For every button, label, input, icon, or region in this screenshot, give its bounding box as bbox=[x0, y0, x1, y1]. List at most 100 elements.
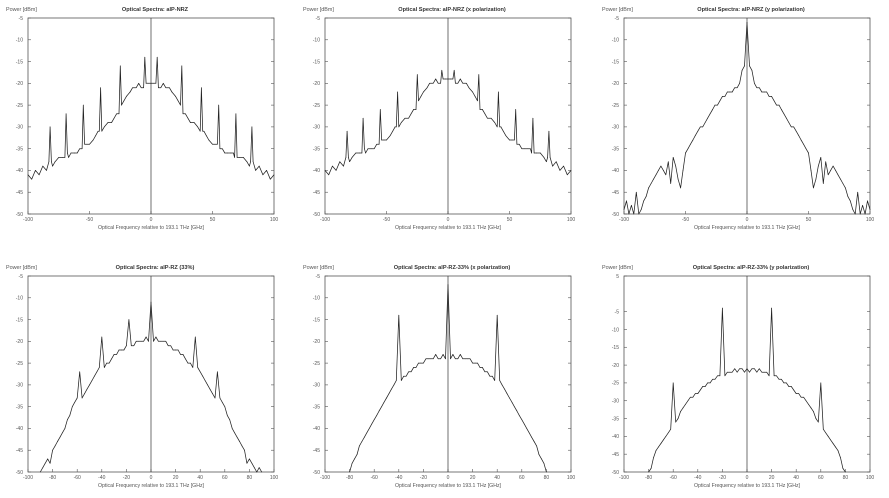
spectrum-data-point bbox=[484, 113, 486, 115]
spectrum-data-point bbox=[835, 170, 836, 171]
spectrum-data-point bbox=[230, 152, 232, 154]
spectrum-data-point bbox=[64, 157, 66, 158]
spectrum-data-point bbox=[699, 126, 701, 128]
spectrum-data-point bbox=[731, 91, 733, 93]
spectrum-data-point bbox=[332, 165, 333, 167]
spectrum-data-point bbox=[405, 375, 407, 377]
spectrum-data-point bbox=[67, 152, 68, 154]
spectrum-data-point bbox=[793, 126, 795, 128]
x-tick-label: -100 bbox=[320, 217, 330, 223]
spectrum-data-point bbox=[82, 104, 84, 106]
y-tick-label: -25 bbox=[612, 381, 619, 387]
spectrum-data-point bbox=[190, 362, 191, 364]
chart-title: Optical Spectra: alP-RZ-33% (x polarizat… bbox=[394, 265, 511, 271]
spectrum-data-point bbox=[783, 382, 785, 384]
spectrum-data-point bbox=[39, 471, 41, 473]
spectrum-chart-5: Power [dBm] Optical Spectra: alP-RZ-33% (… bbox=[303, 265, 575, 489]
spectrum-data-point bbox=[118, 349, 120, 351]
spectrum-data-point bbox=[502, 130, 504, 132]
spectrum-chart-6: Power [dBm] Optical Spectra: alP-RZ-33% (… bbox=[602, 265, 874, 489]
spectrum-data-point bbox=[548, 130, 550, 132]
spectrum-data-point bbox=[667, 161, 669, 163]
spectrum-data-point bbox=[49, 462, 51, 464]
y-tick-label: -20 bbox=[313, 81, 320, 87]
spectrum-data-point bbox=[365, 152, 366, 154]
spectrum-data-point bbox=[504, 388, 505, 390]
spectrum-data-point bbox=[712, 378, 713, 380]
spectrum-data-point bbox=[132, 87, 133, 89]
spectrum-data-point bbox=[381, 406, 382, 408]
spectrum-data-point bbox=[746, 22, 748, 23]
spectrum-data-point bbox=[46, 170, 47, 171]
y-tick-label: -20 bbox=[313, 339, 320, 345]
x-tick-label: 20 bbox=[173, 475, 179, 481]
spectrum-data-point bbox=[692, 139, 694, 141]
spectrum-data-point bbox=[707, 382, 708, 384]
spectrum-data-point bbox=[655, 450, 657, 451]
spectrum-data-point bbox=[38, 174, 40, 176]
spectrum-data-point bbox=[840, 457, 841, 459]
spectrum-data-point bbox=[719, 375, 721, 377]
y-axis-label: Power [dBm] bbox=[6, 7, 37, 13]
spectrum-data-point bbox=[817, 165, 819, 167]
spectrum-data-point bbox=[810, 407, 812, 409]
spectrum-data-point bbox=[530, 148, 531, 150]
chart-title: Optical Spectra: alP-NRZ bbox=[122, 7, 189, 13]
spectrum-data-point bbox=[224, 152, 226, 154]
spectrum-data-point bbox=[116, 354, 117, 355]
spectrum-data-point bbox=[511, 401, 513, 403]
spectrum-data-point bbox=[192, 367, 194, 368]
spectrum-data-point bbox=[694, 135, 696, 136]
spectrum-data-point bbox=[145, 82, 147, 84]
chart-panel-5: Power [dBm] Optical Spectra: alP-RZ-33% (… bbox=[301, 262, 583, 498]
spectrum-data-point bbox=[474, 362, 476, 364]
x-tick-label: -100 bbox=[320, 475, 330, 481]
spectrum-data-point bbox=[383, 401, 385, 403]
spectrum-data-point bbox=[697, 393, 699, 394]
spectrum-data-point bbox=[92, 139, 94, 141]
spectrum-data-point bbox=[335, 170, 337, 171]
spectrum-data-point bbox=[754, 82, 755, 84]
spectrum-data-point bbox=[722, 307, 723, 309]
spectrum-data-point bbox=[111, 358, 112, 360]
spectrum-data-point bbox=[704, 122, 706, 123]
y-tick-label: -50 bbox=[612, 470, 619, 476]
spectrum-data-point bbox=[783, 113, 785, 115]
x-axis-label: Optical Frequency relative to 193.1 THz … bbox=[98, 483, 205, 489]
spectrum-data-point bbox=[413, 367, 414, 368]
y-tick-label: -15 bbox=[313, 59, 320, 65]
spectrum-data-point bbox=[160, 340, 162, 342]
spectrum-data-point bbox=[650, 183, 652, 184]
y-tick-label: -40 bbox=[16, 168, 23, 174]
y-tick-label: -50 bbox=[313, 470, 320, 476]
spectrum-data-point bbox=[500, 126, 502, 128]
spectrum-data-point bbox=[57, 441, 58, 442]
spectrum-data-point bbox=[249, 165, 250, 167]
spectrum-data-point bbox=[452, 354, 454, 355]
spectrum-data-point bbox=[648, 187, 649, 189]
spectrum-data-point bbox=[52, 165, 53, 167]
y-axis-label: Power [dBm] bbox=[303, 7, 334, 13]
spectrum-data-point bbox=[204, 380, 206, 381]
x-tick-label: 40 bbox=[494, 475, 500, 481]
y-tick-label: -35 bbox=[612, 146, 619, 152]
spectrum-data-point bbox=[234, 157, 235, 158]
spectrum-data-point bbox=[145, 336, 147, 338]
spectrum-data-point bbox=[59, 436, 61, 438]
x-tick-label: -80 bbox=[645, 475, 652, 481]
spectrum-data-point bbox=[123, 100, 125, 102]
spectrum-data-point bbox=[864, 213, 866, 215]
spectrum-data-point bbox=[645, 196, 647, 197]
spectrum-data-point bbox=[498, 91, 499, 93]
y-tick-label: -25 bbox=[16, 103, 23, 109]
y-tick-label: -20 bbox=[16, 339, 23, 345]
spectrum-data-point bbox=[643, 200, 645, 202]
spectrum-data-point bbox=[490, 117, 492, 119]
spectrum-data-point bbox=[187, 117, 189, 119]
spectrum-data-point bbox=[194, 336, 196, 338]
spectrum-data-point bbox=[95, 135, 97, 136]
y-tick-label: -45 bbox=[612, 452, 619, 458]
spectrum-data-point bbox=[130, 345, 132, 347]
spectrum-data-point bbox=[450, 78, 451, 80]
spectrum-data-point bbox=[155, 336, 157, 338]
